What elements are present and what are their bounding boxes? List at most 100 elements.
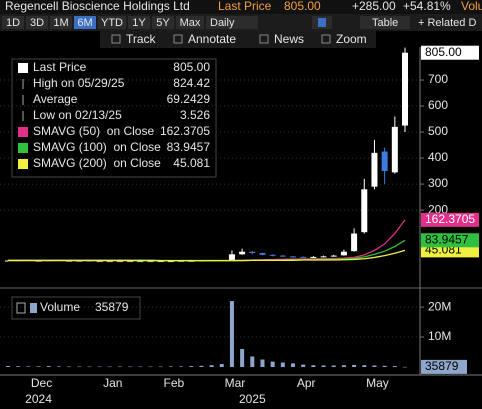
table-label[interactable]: Table [372, 17, 398, 29]
candle-body [310, 256, 317, 258]
volume-bar [189, 366, 194, 367]
volume-bar [168, 366, 173, 367]
tool-label[interactable]: News [274, 32, 304, 46]
volume-bar [199, 365, 204, 367]
change-pct: +54.81% [403, 0, 451, 13]
legend-swatch [18, 143, 28, 153]
period-button[interactable] [128, 16, 150, 29]
tool-icon [173, 34, 183, 44]
candle-body [147, 261, 154, 263]
volume-bar [352, 364, 357, 367]
volume-bar [280, 362, 285, 367]
period-button[interactable] [176, 16, 204, 29]
y-tick-label: 300 [428, 176, 448, 190]
candle-body [228, 254, 235, 261]
candle-body [371, 152, 378, 187]
period-button[interactable] [26, 16, 48, 29]
legend-swatch [18, 159, 28, 169]
change: +285.00 [352, 0, 396, 13]
frequency-button[interactable] [206, 16, 258, 29]
last-price-label: Last Price [218, 0, 272, 13]
tool-label[interactable]: Track [126, 32, 157, 46]
candle-body [137, 261, 144, 263]
candle-body [330, 255, 337, 257]
volume-bar [209, 365, 214, 367]
candle-body [361, 189, 368, 233]
x-tick-label: May [366, 376, 389, 390]
volume-header: Volu [461, 0, 482, 13]
volume-bar [128, 366, 133, 368]
period-label[interactable]: 6M [77, 17, 92, 29]
y-tick-label: 10M [428, 329, 451, 343]
legend-name: High on 05/29/25 [33, 76, 125, 90]
x-tick-label: Jan [103, 376, 122, 390]
y-tick-label: 600 [428, 98, 448, 112]
legend-name: Low on 02/13/25 [33, 108, 122, 122]
legend-swatch [30, 303, 37, 313]
price-tag [421, 212, 479, 227]
legend-swatch [16, 302, 26, 314]
candle-body [381, 151, 388, 172]
volume-bar [250, 356, 255, 367]
y-tick-label: 400 [428, 150, 448, 164]
price-tag [421, 233, 479, 248]
candle-body [157, 261, 164, 263]
volume-bar [219, 364, 224, 367]
y-tick-label: 500 [428, 124, 448, 138]
period-button[interactable] [74, 16, 96, 29]
tool-label[interactable]: Annotate [188, 32, 236, 46]
tool-label[interactable]: Zoom [336, 32, 367, 46]
volume-bar [67, 366, 72, 368]
tool-bar [100, 31, 376, 48]
table-button[interactable] [360, 16, 410, 29]
price-tag-label: 805.00 [425, 45, 462, 59]
period-label[interactable]: 3D [30, 17, 44, 29]
period-label[interactable]: Max [180, 17, 201, 29]
candle-body [269, 254, 276, 256]
period-button[interactable] [50, 16, 72, 29]
x-year-label: 2025 [239, 392, 266, 406]
volume-bar [270, 361, 275, 367]
frequency-label[interactable]: Daily [210, 17, 235, 29]
legend-value: 45.081 [173, 156, 210, 170]
related-label[interactable]: + Related D [418, 17, 476, 29]
period-button[interactable] [2, 16, 24, 29]
x-tick-label: Mar [225, 376, 246, 390]
volume-bar [138, 366, 143, 368]
period-label[interactable]: YTD [101, 17, 123, 29]
period-button[interactable] [98, 16, 126, 29]
candle-body [402, 52, 408, 126]
y-tick-label: 700 [428, 72, 448, 86]
volume-bar [148, 366, 153, 368]
price-tag [421, 45, 479, 60]
legend-name: SMAVG (50) on Close [33, 124, 154, 138]
candle-body [239, 251, 246, 255]
x-tick-label: Apr [297, 376, 316, 390]
candle-body [106, 261, 113, 263]
volume-bar [26, 366, 31, 367]
period-label[interactable]: 1D [6, 17, 20, 29]
volume-bar [179, 366, 184, 367]
legend-value: 824.42 [173, 76, 210, 90]
period-label[interactable]: 1Y [132, 17, 146, 29]
sma-line [8, 249, 406, 262]
volume-bar [291, 363, 296, 367]
volume-bar [301, 364, 306, 367]
candle-body [167, 261, 174, 263]
candle-body [320, 256, 327, 258]
candle-body [116, 261, 123, 263]
volume-bar [229, 301, 234, 367]
legend-value: 69.2429 [167, 92, 211, 106]
header-bar [0, 0, 482, 14]
security-title: Regencell Bioscience Holdings Ltd [5, 0, 190, 13]
candle-body [340, 251, 347, 256]
volume-tag-label: 35879 [425, 359, 459, 373]
legend-name: SMAVG (200) on Close [33, 156, 161, 170]
volume-bar [372, 365, 377, 367]
volume-bar [6, 366, 10, 367]
volume-bar [158, 366, 163, 368]
period-label[interactable]: 1M [53, 17, 68, 29]
period-button[interactable] [152, 16, 174, 29]
period-label[interactable]: 5Y [156, 17, 170, 29]
